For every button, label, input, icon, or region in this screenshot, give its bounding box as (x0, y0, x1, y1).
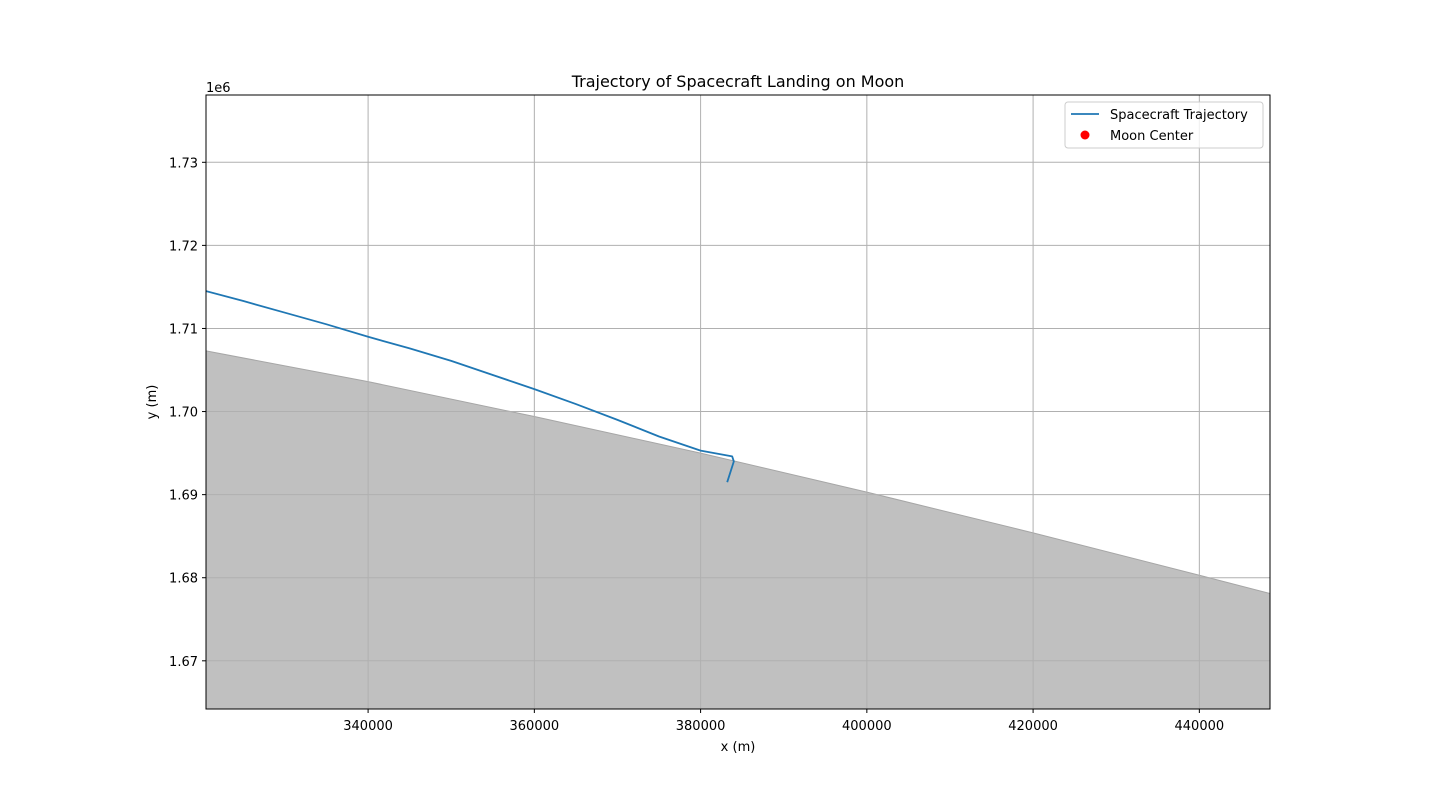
legend-box (1064, 101, 1264, 149)
chart-title: Trajectory of Spacecraft Landing on Moon (571, 72, 905, 91)
y-tick-label: 1.67 (169, 655, 198, 670)
legend-marker-moon-center (1080, 130, 1090, 140)
x-axis-label: x (m) (721, 740, 756, 755)
x-tick-label: 400000 (842, 719, 892, 734)
y-axis-label: y (m) (145, 385, 160, 420)
legend-label: Moon Center (1110, 129, 1194, 144)
y-axis-offset-label: 1e6 (206, 81, 231, 96)
y-tick-label: 1.69 (169, 489, 198, 504)
axes-frame (205, 94, 1271, 710)
plot-area: 340000 360000 380000 400000 420000 440000 1.67… (169, 94, 1271, 734)
series-line-spacecraft-trajectory (206, 290, 735, 483)
x-tick-label: 360000 (510, 719, 560, 734)
y-tick-label: 1.71 (169, 322, 198, 337)
x-tick-label: 420000 (1008, 719, 1058, 734)
x-tick-label: 380000 (676, 719, 726, 734)
y-tick-label: 1.70 (169, 406, 198, 421)
y-tick-label: 1.68 (169, 572, 198, 587)
legend-label: Spacecraft Trajectory (1110, 108, 1248, 123)
y-tick-label: 1.73 (169, 156, 198, 171)
y-tick-label: 1.72 (169, 239, 198, 254)
legend: Spacecraft Trajectory Moon Center (1064, 101, 1264, 149)
x-tick-label: 340000 (343, 719, 393, 734)
moon-surface (206, 350, 1270, 709)
x-tick-label: 440000 (1175, 719, 1225, 734)
